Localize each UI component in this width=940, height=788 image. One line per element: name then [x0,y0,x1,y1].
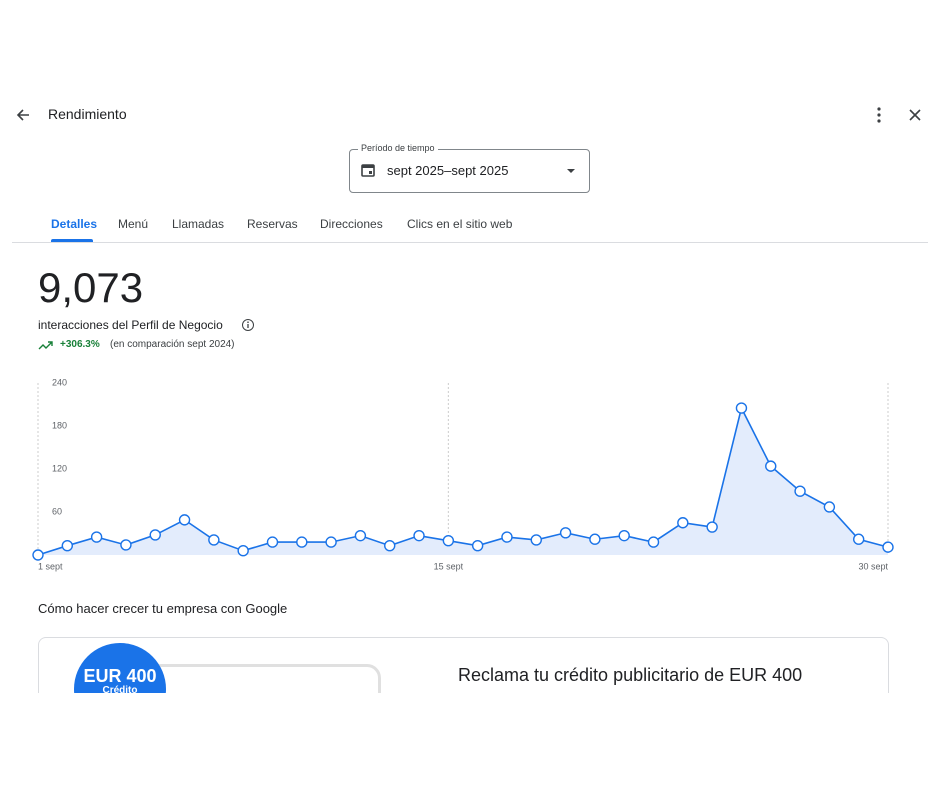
point [384,539,396,552]
page-title: Rendimiento [48,106,127,122]
point [589,533,601,545]
point [559,527,572,539]
total-label: interacciones del Perfil de Negocio [38,318,223,332]
promo-title: Reclama tu crédito publicitario de EUR 4… [458,665,803,685]
point [852,533,865,545]
badge-amount: EUR 400 [83,666,157,686]
point [677,517,689,529]
area [38,408,888,555]
y-tick-label: 240 [52,377,67,387]
point [794,485,806,497]
active-tab-indicator [51,239,93,242]
divider [12,242,928,243]
point [442,534,455,547]
chart: 1 sept 15 sept 30 sept 60 120 180 240 [32,377,894,571]
point [618,529,630,542]
point [706,521,718,533]
point [266,536,279,548]
period-select[interactable] [349,149,590,193]
close-button[interactable] [907,107,923,123]
point [90,531,103,543]
point [647,536,660,548]
back-button[interactable] [14,106,32,124]
point [501,531,513,543]
point [471,539,484,552]
point [149,529,161,541]
y-tick-label: 120 [52,463,67,473]
point [208,534,220,546]
promo-illustration [147,664,381,693]
badge-sub: Crédito [102,685,138,693]
period-value: sept 2025–sept 2025 [387,163,509,178]
y-tick-label: 60 [52,506,62,516]
point [823,501,836,513]
y-tick-label: 180 [52,420,67,430]
more-button[interactable] [872,106,886,124]
info-icon[interactable] [241,318,255,332]
x-tick-label: 15 sept [434,561,464,571]
calendar-icon [361,164,375,177]
point [61,539,74,552]
total-value: 9,073 [38,264,144,311]
comparison: (en comparación sept 2024) [110,339,235,350]
trend-icon [38,341,53,350]
dropdown-arrow [567,169,575,173]
point [120,539,132,551]
point [237,545,249,557]
tab[interactable]: Direcciones [320,217,383,231]
promo-card[interactable]: EUR 400 Crédito Reclama tu crédito publi… [38,637,889,693]
point [354,529,367,542]
tab[interactable]: Detalles [51,217,98,231]
point [325,536,337,548]
tab[interactable]: Clics en el sitio web [407,217,513,231]
tab[interactable]: Llamadas [172,217,225,231]
x-tick-label: 1 sept [38,561,63,571]
point [413,529,425,542]
x-tick-label: 30 sept [858,561,888,571]
tab[interactable]: Menú [118,217,149,231]
point [765,460,777,472]
point [882,541,894,553]
point [735,402,748,414]
point [32,549,44,561]
period-label: Período de tiempo [358,143,438,153]
point [296,536,308,548]
change: +306.3% [60,339,100,350]
tab[interactable]: Reservas [247,217,298,231]
point [178,514,191,526]
section-title: Cómo hacer crecer tu empresa con Google [38,601,288,616]
point [530,534,542,546]
